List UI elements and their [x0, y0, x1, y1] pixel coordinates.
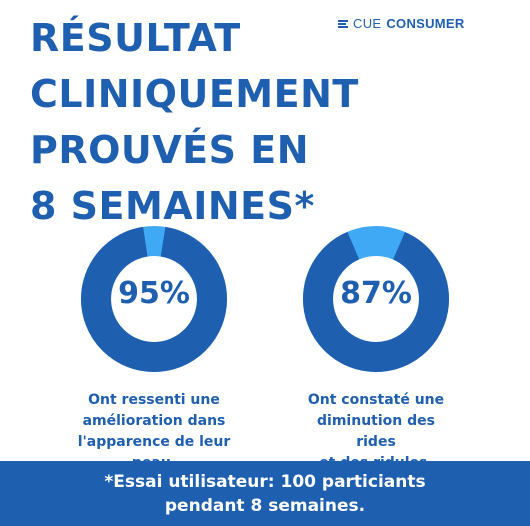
brand-name-part-1: CUE	[353, 16, 382, 31]
caption-2-line-1: Ont constaté une	[307, 392, 445, 408]
stat-card-1: 95% Ont ressenti une amélioration dans l…	[34, 224, 274, 474]
brand-lines-icon	[338, 19, 348, 28]
donut-chart-1: 95%	[79, 224, 229, 374]
headline-line-4: 8 SEMAINES*	[30, 184, 315, 228]
headline: RÉSULTAT CLINIQUEMENT PROUVÉS EN 8 SEMAI…	[30, 10, 359, 234]
caption-1-line-1: Ont ressenti une	[88, 392, 220, 408]
donut-ring-1	[81, 226, 227, 372]
donut-ring-2	[303, 226, 449, 372]
caption-2-line-3: rides	[356, 434, 396, 450]
donut-fill-2	[303, 226, 449, 372]
stat-caption-1: Ont ressenti une amélioration dans l'app…	[34, 390, 274, 474]
percent-label-1: 95%	[118, 276, 190, 311]
caption-1-line-2: amélioration dans	[82, 413, 226, 429]
headline-line-1: RÉSULTAT	[30, 16, 241, 60]
footer-banner: *Essai utilisateur: 100 particiants pend…	[0, 461, 530, 526]
percent-label-2: 87%	[340, 276, 412, 311]
brand-logo: CUE CONSUMER	[338, 16, 465, 31]
donut-chart-2: 87%	[301, 224, 451, 374]
footer-line-1: *Essai utilisateur: 100 particiants	[104, 472, 426, 492]
caption-2-line-2: diminution des	[317, 413, 435, 429]
caption-1-line-3: l'apparence de leur	[77, 434, 231, 450]
stat-card-2: 87% Ont constaté une diminution des ride…	[256, 224, 496, 474]
headline-line-3: PROUVÉS EN	[30, 128, 309, 172]
headline-line-2: CLINIQUEMENT	[30, 72, 359, 116]
footer-line-2: pendant 8 semaines.	[164, 496, 366, 516]
brand-name-part-2: CONSUMER	[386, 16, 465, 31]
donut-fill-1	[81, 226, 227, 372]
